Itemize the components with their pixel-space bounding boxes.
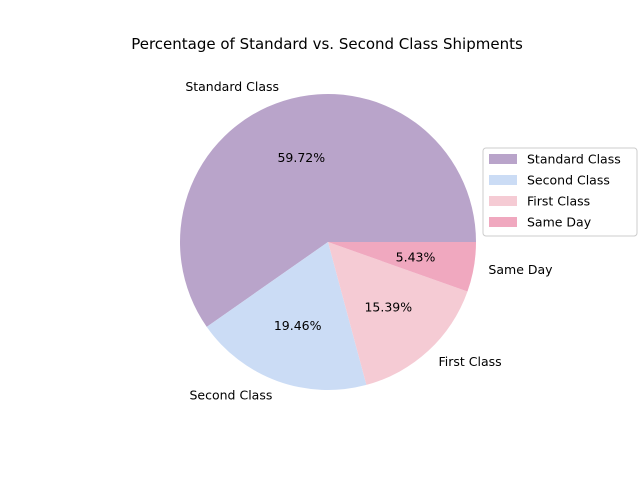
chart-title: Percentage of Standard vs. Second Class … (131, 35, 523, 53)
slice-label-same-day: Same Day (488, 262, 553, 277)
pct-label-first-class: 15.39% (364, 300, 412, 315)
legend: Standard Class Second Class First Class Sam… (482, 147, 638, 237)
slice-label-standard-class: Standard Class (185, 79, 279, 94)
legend-swatch-same-day (489, 217, 517, 227)
pie-slice-second-class (206, 242, 367, 390)
legend-swatch-second-class (489, 175, 517, 185)
legend-label-standard-class: Standard Class (527, 152, 621, 167)
pie-slice-same-day (328, 242, 476, 292)
pct-label-same-day: 5.43% (396, 250, 436, 265)
legend-label-second-class: Second Class (527, 173, 610, 188)
legend-label-first-class: First Class (527, 194, 590, 209)
pie-labels: 59.72% Standard Class 19.46% Second Class 15… (185, 79, 553, 402)
pct-label-second-class: 19.46% (274, 318, 322, 333)
pie-slice-standard-class (180, 93, 476, 327)
legend-box (482, 147, 638, 237)
pie-slice-first-class (328, 242, 468, 385)
legend-swatch-first-class (489, 196, 517, 206)
legend-label-same-day: Same Day (527, 215, 592, 230)
pct-label-standard-class: 59.72% (277, 150, 325, 165)
pie-slices (180, 93, 476, 390)
legend-swatch-standard-class (489, 154, 517, 164)
slice-label-first-class: First Class (439, 354, 502, 369)
slice-label-second-class: Second Class (189, 388, 272, 403)
